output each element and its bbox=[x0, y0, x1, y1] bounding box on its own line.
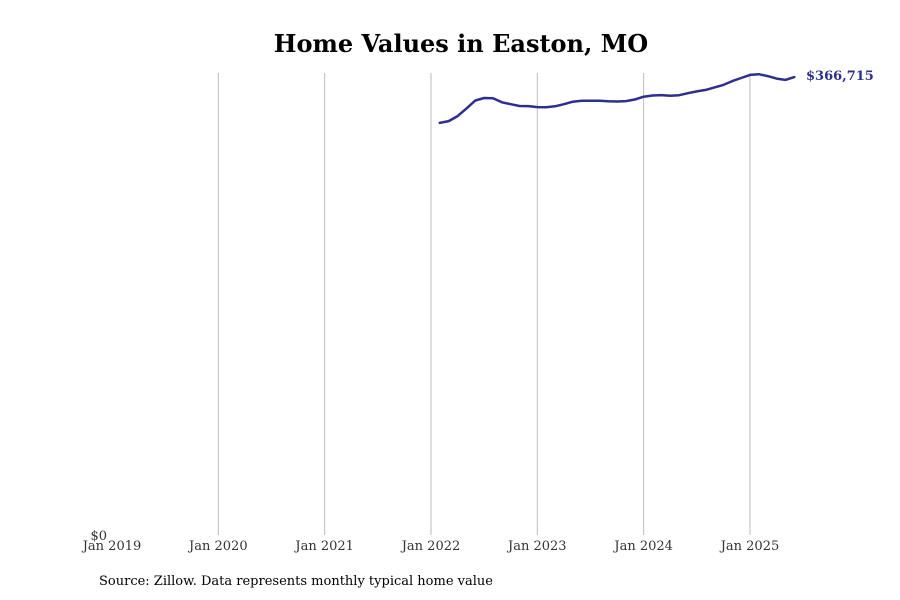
x-tick-label: Jan 2025 bbox=[719, 539, 780, 554]
y-tick-label: $0 bbox=[90, 529, 107, 544]
x-tick-label: Jan 2024 bbox=[612, 539, 673, 554]
x-tick-label: Jan 2020 bbox=[187, 539, 248, 554]
end-value-label: $366,715 bbox=[806, 69, 874, 84]
grid-lines bbox=[217, 73, 751, 535]
x-tick-label: Jan 2023 bbox=[506, 539, 567, 554]
x-tick-label: Jan 2022 bbox=[400, 539, 461, 554]
x-tick-label: Jan 2019 bbox=[81, 539, 142, 554]
x-tick-label: Jan 2021 bbox=[293, 539, 354, 554]
source-note: Source: Zillow. Data represents monthly … bbox=[99, 574, 493, 589]
x-axis-ticks: Jan 2019 Jan 2020 Jan 2021 Jan 2022 Jan 2023… bbox=[81, 539, 780, 554]
series-line bbox=[438, 72, 796, 125]
chart-title: Home Values in Easton, MO bbox=[274, 29, 648, 58]
